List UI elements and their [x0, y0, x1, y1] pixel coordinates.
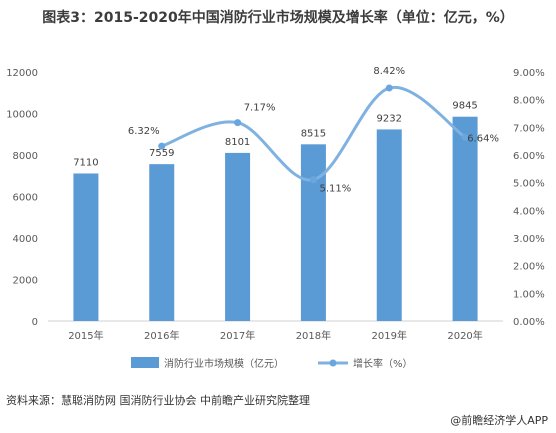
x-tick-label: 2020年	[447, 329, 482, 342]
legend-line-marker	[329, 359, 337, 367]
y-left-tick-label: 8000	[13, 151, 38, 162]
growth-rate-label: 7.17%	[244, 103, 276, 114]
y-right-tick-label: 3.00%	[513, 234, 545, 245]
growth-rate-label: 6.32%	[128, 126, 160, 137]
y-left-tick-label: 12000	[6, 68, 38, 79]
x-tick-label: 2016年	[144, 329, 179, 342]
x-tick-label: 2019年	[372, 329, 407, 342]
chart-title: 图表3：2015-2020年中国消防行业市场规模及增长率（单位：亿元，%）	[42, 10, 514, 26]
source-note: 资料来源：慧聪消防网 国消防行业协会 中前瞻产业研究院整理	[6, 394, 310, 407]
bar-value-label: 8515	[301, 128, 326, 139]
y-right-tick-label: 0.00%	[513, 317, 545, 328]
bar	[376, 129, 402, 321]
legend-bar-swatch	[131, 357, 159, 368]
y-right-tick-label: 2.00%	[513, 262, 545, 273]
bar	[73, 173, 99, 321]
legend-bar-label: 消防行业市场规模（亿元）	[164, 357, 284, 370]
growth-rate-label: 5.11%	[320, 184, 352, 195]
growth-rate-point	[461, 133, 469, 141]
bar-value-label: 9845	[452, 101, 477, 112]
y-right-tick-label: 9.00%	[513, 68, 545, 79]
x-tick-label: 2015年	[68, 329, 103, 342]
y-left-tick-label: 2000	[13, 276, 38, 287]
y-left-tick-label: 0	[32, 317, 38, 328]
bar-value-label: 7559	[149, 148, 174, 159]
y-right-tick-label: 4.00%	[513, 206, 545, 217]
y-right-tick-label: 7.00%	[513, 123, 545, 134]
bar-value-label: 8101	[225, 137, 250, 148]
y-right-tick-label: 6.00%	[513, 151, 545, 162]
growth-rate-label: 6.64%	[467, 133, 499, 144]
legend-line-label: 增长率（%）	[353, 357, 413, 370]
growth-rate-point	[385, 84, 393, 92]
bar	[300, 144, 326, 321]
bar	[149, 164, 175, 321]
growth-rate-point	[309, 176, 317, 184]
growth-rate-label: 8.42%	[373, 66, 405, 77]
bar-value-label: 7110	[73, 157, 98, 168]
y-left-tick-label: 10000	[6, 110, 38, 121]
x-tick-label: 2017年	[220, 329, 255, 342]
y-right-tick-label: 5.00%	[513, 179, 545, 190]
y-right-tick-label: 8.00%	[513, 96, 545, 107]
growth-rate-point	[158, 142, 166, 150]
y-left-tick-label: 6000	[13, 193, 38, 204]
y-right-tick-label: 1.00%	[513, 289, 545, 300]
x-tick-label: 2018年	[296, 329, 331, 342]
growth-rate-point	[234, 119, 242, 127]
bar	[225, 152, 251, 321]
bar	[452, 116, 478, 321]
y-left-tick-label: 4000	[13, 234, 38, 245]
bar-value-label: 9232	[377, 113, 402, 124]
brand-label: @前瞻经济学人APP	[450, 414, 548, 427]
